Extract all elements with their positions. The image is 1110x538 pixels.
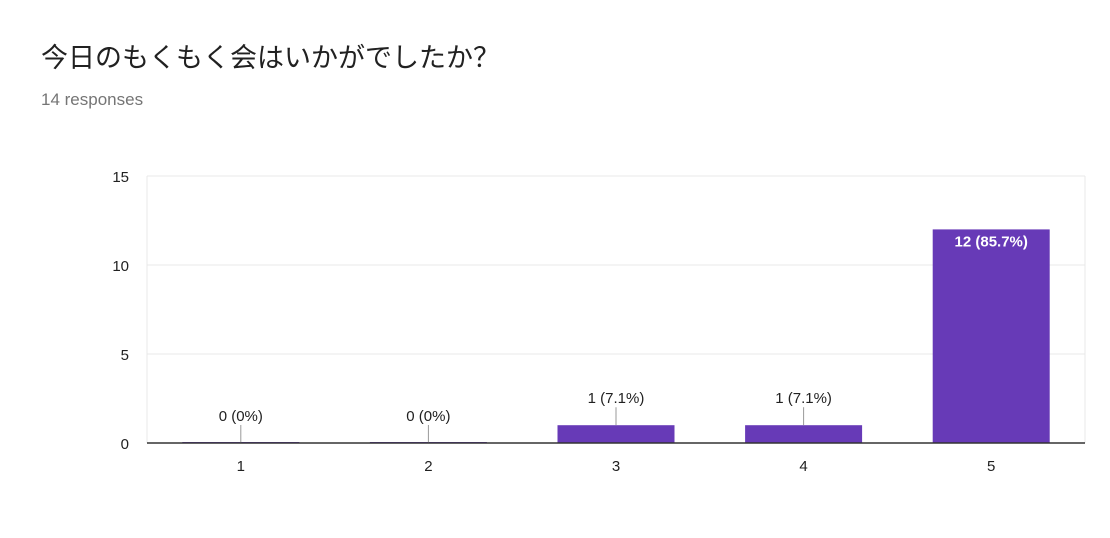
data-label: 0 (0%) [406, 408, 450, 425]
y-tick-label: 5 [121, 347, 129, 364]
x-tick-label: 3 [612, 458, 620, 475]
x-tick-label: 2 [424, 458, 432, 475]
x-tick-label: 5 [987, 458, 995, 475]
response-count: 14 responses [41, 90, 144, 109]
bar [745, 425, 863, 443]
y-tick-label: 10 [112, 258, 129, 275]
y-tick-label: 15 [112, 169, 129, 186]
x-tick-label: 4 [799, 458, 807, 475]
data-label: 12 (85.7%) [955, 233, 1028, 250]
bar [557, 425, 675, 443]
y-tick-label: 0 [121, 436, 129, 453]
data-label: 0 (0%) [219, 408, 263, 425]
bar [932, 229, 1050, 443]
question-title: 今日のもくもく会はいかがでしたか？ [41, 43, 500, 74]
x-tick-label: 1 [237, 458, 245, 475]
data-label: 1 (7.1%) [588, 390, 645, 407]
data-label: 1 (7.1%) [775, 390, 832, 407]
